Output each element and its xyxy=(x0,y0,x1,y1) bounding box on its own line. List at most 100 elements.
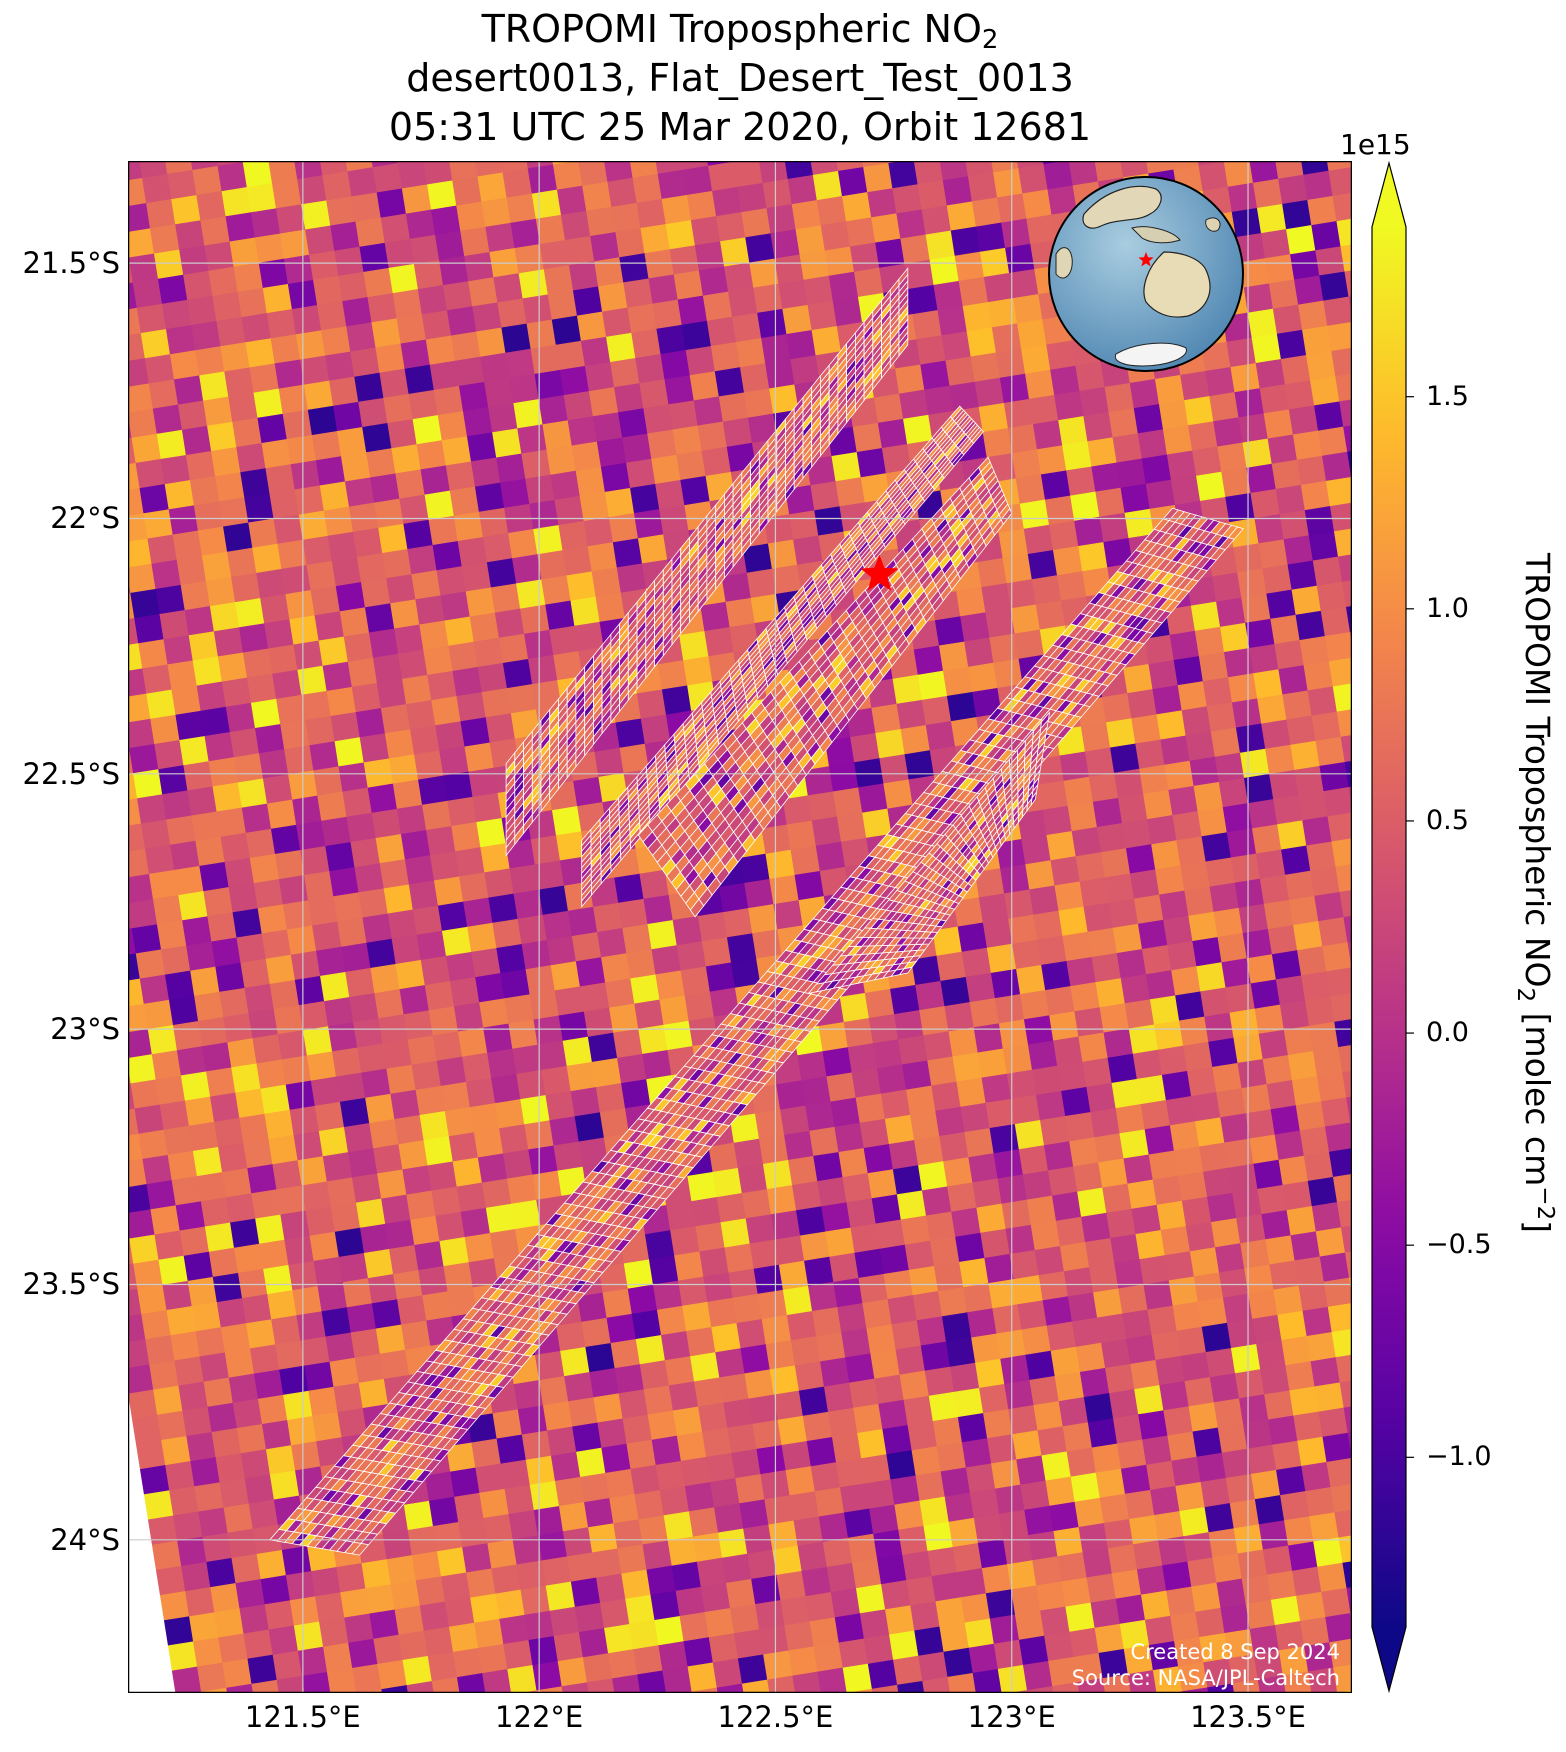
no2-pixel xyxy=(439,1236,470,1267)
no2-pixel xyxy=(1285,1361,1316,1392)
no2-pixel xyxy=(656,324,687,355)
no2-pixel xyxy=(535,214,566,245)
no2-pixel xyxy=(851,1558,882,1589)
no2-pixel xyxy=(850,732,881,763)
no2-pixel xyxy=(143,1490,174,1521)
no2-pixel xyxy=(254,233,285,264)
no2-pixel xyxy=(154,1230,185,1261)
no2-pixel xyxy=(1170,475,1201,506)
no2-pixel xyxy=(452,176,483,207)
no2-pixel xyxy=(622,923,653,954)
no2-pixel xyxy=(400,829,431,860)
no2-pixel xyxy=(476,817,507,848)
no2-pixel xyxy=(329,376,359,407)
no2-pixel xyxy=(207,912,238,943)
no2-pixel xyxy=(845,1353,876,1384)
no2-pixel xyxy=(194,1482,225,1513)
no2-pixel xyxy=(280,719,311,750)
no2-pixel xyxy=(1165,1096,1196,1126)
no2-pixel xyxy=(169,1486,200,1517)
no2-pixel xyxy=(246,183,277,213)
no2-pixel xyxy=(1096,822,1127,853)
no2-pixel xyxy=(1083,902,1114,933)
no2-pixel xyxy=(423,1626,454,1657)
no2-pixel xyxy=(798,1386,829,1417)
no2-pixel xyxy=(363,267,394,298)
no2-pixel xyxy=(459,872,490,903)
no2-pixel xyxy=(372,163,403,194)
no2-pixel xyxy=(614,1364,645,1394)
no2-pixel xyxy=(1070,1472,1101,1503)
no2-pixel xyxy=(1194,626,1225,657)
no2-pixel xyxy=(1261,1210,1292,1240)
no2-pixel xyxy=(186,1431,217,1462)
no2-pixel xyxy=(605,1468,636,1499)
no2-pixel xyxy=(1217,442,1248,473)
no2-pixel xyxy=(1000,1354,1031,1385)
no2-pixel xyxy=(1127,1670,1158,1693)
no2-pixel xyxy=(216,317,247,347)
no2-pixel xyxy=(947,1182,978,1213)
no2-pixel xyxy=(260,1575,291,1605)
no2-pixel xyxy=(151,1540,182,1571)
no2-pixel xyxy=(279,229,310,260)
no2-pixel xyxy=(191,811,222,842)
no2-pixel xyxy=(557,1657,588,1687)
no2-pixel xyxy=(1310,1357,1341,1388)
no2-pixel xyxy=(139,974,170,1005)
no2-pixel xyxy=(338,271,369,302)
no2-pixel xyxy=(502,168,533,199)
no2-pixel xyxy=(583,1007,614,1038)
no2-pixel xyxy=(377,1659,408,1690)
no2-pixel xyxy=(1305,1487,1336,1517)
no2-pixel xyxy=(241,313,272,343)
no2-pixel xyxy=(1001,1199,1032,1230)
no2-pixel xyxy=(309,250,339,281)
no2-pixel xyxy=(1167,940,1198,971)
no2-pixel xyxy=(767,539,798,570)
no2-pixel xyxy=(1255,358,1286,389)
no2-pixel xyxy=(739,363,770,394)
no2-pixel xyxy=(542,420,573,451)
no2-pixel xyxy=(920,360,951,391)
no2-pixel xyxy=(1070,982,1101,1012)
no2-pixel xyxy=(916,1316,947,1347)
no2-pixel xyxy=(580,336,611,367)
map-title-line-3: 05:31 UTC 25 Mar 2020, Orbit 12681 xyxy=(388,105,1092,149)
no2-pixel xyxy=(1010,604,1041,635)
no2-pixel xyxy=(244,1474,275,1505)
no2-pixel xyxy=(200,706,231,737)
no2-pixel xyxy=(998,1019,1029,1050)
no2-pixel xyxy=(193,1637,223,1668)
no2-pixel xyxy=(1337,554,1352,583)
no2-pixel xyxy=(361,1559,392,1589)
no2-pixel xyxy=(313,766,344,797)
no2-pixel xyxy=(468,767,499,798)
no2-pixel xyxy=(1198,651,1229,682)
no2-pixel xyxy=(710,1478,740,1508)
no2-pixel xyxy=(566,1061,597,1092)
map-panel[interactable]: Created 8 Sep 2024 Source: NASA/JPL-Calt… xyxy=(128,161,1352,1693)
no2-map[interactable] xyxy=(128,161,1352,1693)
no2-pixel xyxy=(989,1614,1020,1645)
no2-pixel xyxy=(1061,1577,1092,1608)
no2-pixel xyxy=(1310,376,1340,407)
no2-pixel xyxy=(685,345,716,376)
no2-pixel xyxy=(1307,686,1338,717)
no2-pixel xyxy=(1090,1108,1121,1138)
no2-pixel xyxy=(1287,560,1318,591)
no2-pixel xyxy=(500,1459,531,1490)
no2-pixel xyxy=(423,1136,454,1167)
no2-pixel xyxy=(1062,931,1093,962)
no2-pixel xyxy=(170,1331,201,1362)
no2-pixel xyxy=(284,1235,315,1266)
no2-pixel xyxy=(1339,1380,1352,1409)
no2-pixel xyxy=(390,599,420,630)
no2-pixel xyxy=(1171,1456,1202,1487)
no2-pixel xyxy=(1318,1407,1349,1438)
no2-pixel xyxy=(1286,715,1317,746)
no2-pixel xyxy=(987,298,1018,328)
no2-pixel xyxy=(702,291,733,322)
no2-pixel xyxy=(1212,572,1242,603)
no2-pixel xyxy=(351,1173,382,1204)
